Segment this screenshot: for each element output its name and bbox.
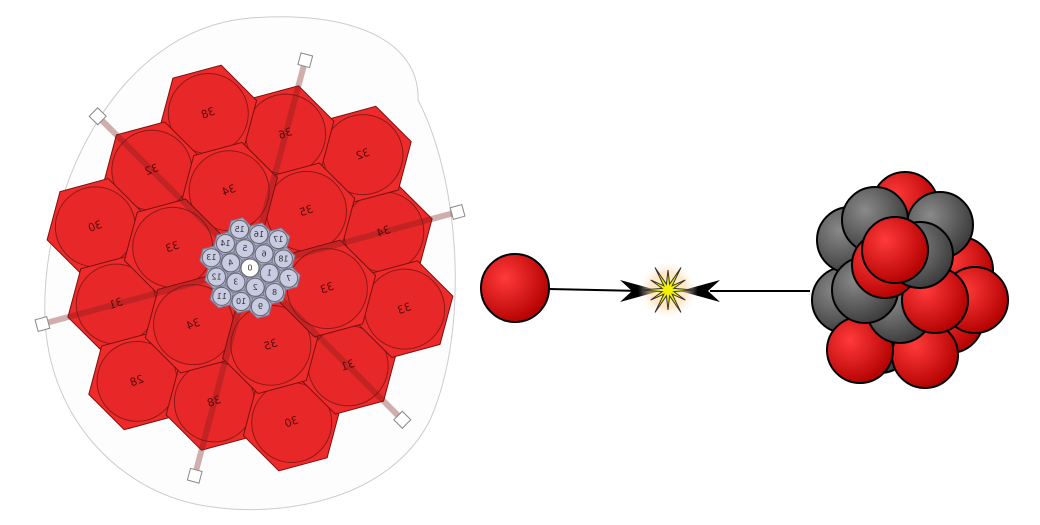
proton-sphere	[861, 216, 929, 284]
module-label: 38	[205, 393, 223, 410]
module-label: 34	[375, 223, 393, 240]
module-label: 30	[283, 414, 301, 431]
core-label: 8	[272, 288, 277, 297]
core-label: 14	[220, 239, 230, 248]
core-label: 17	[273, 235, 283, 244]
core-cell	[250, 297, 270, 317]
rod-end	[186, 467, 203, 484]
arrow-head	[680, 280, 720, 302]
core-cell	[273, 249, 293, 269]
beam-line	[548, 288, 641, 292]
rod-end	[297, 52, 314, 69]
core-label: 3	[233, 278, 238, 287]
collision-star	[641, 267, 695, 313]
module-label: 33	[396, 300, 414, 317]
core-label: 12	[211, 273, 221, 282]
module-label: 30	[86, 218, 104, 235]
core-cell	[221, 253, 241, 273]
core-label: 4	[228, 258, 233, 267]
module-label: 35	[297, 202, 315, 219]
module-label: 28	[128, 372, 146, 389]
core-label: 10	[236, 297, 246, 306]
rod-end	[88, 107, 107, 126]
core-label: 13	[206, 253, 216, 262]
core-label: 11	[217, 292, 227, 301]
core-label: 0	[247, 264, 252, 273]
module-label: 34	[185, 316, 203, 333]
core-label: 2	[253, 283, 258, 292]
core-cell	[265, 282, 285, 302]
module-label: 32	[354, 146, 372, 163]
core-label: 16	[254, 230, 264, 239]
core-label: 5	[242, 244, 247, 253]
core-cell	[240, 258, 260, 278]
module-label: 34	[220, 182, 238, 199]
core-cell	[235, 239, 255, 259]
core-cell	[226, 272, 246, 292]
core-cell	[215, 234, 235, 254]
core-cell	[268, 230, 288, 250]
detector: 3335343334353331303828313032383632340123…	[34, 52, 466, 484]
core-cell	[231, 291, 251, 311]
module-label: 31	[339, 357, 357, 374]
core-cell	[212, 286, 232, 306]
module-label: 32	[143, 161, 161, 178]
rod-end	[34, 316, 51, 332]
core-cell	[201, 248, 221, 268]
core-label: 7	[286, 274, 291, 283]
core-cell	[254, 244, 274, 264]
core-label: 6	[262, 249, 267, 258]
core-label: 18	[278, 254, 288, 263]
core-cell	[207, 267, 227, 287]
core-cell	[259, 263, 279, 283]
nucleus	[811, 171, 1009, 389]
core-cell	[245, 277, 265, 297]
rod-end	[393, 410, 412, 429]
core-cell	[249, 225, 269, 245]
core-label: 9	[258, 302, 263, 311]
core-cell	[230, 219, 250, 239]
core-label: 1	[267, 269, 272, 278]
module-label: 36	[277, 125, 295, 142]
module-label: 35	[262, 336, 280, 353]
core-cell	[279, 268, 299, 288]
module-label: 33	[318, 280, 336, 297]
proton	[480, 253, 550, 323]
module-label: 31	[107, 295, 125, 312]
rod-end	[449, 204, 466, 220]
module-label: 38	[199, 105, 217, 122]
module-label: 33	[164, 238, 182, 255]
core-label: 15	[234, 225, 244, 234]
